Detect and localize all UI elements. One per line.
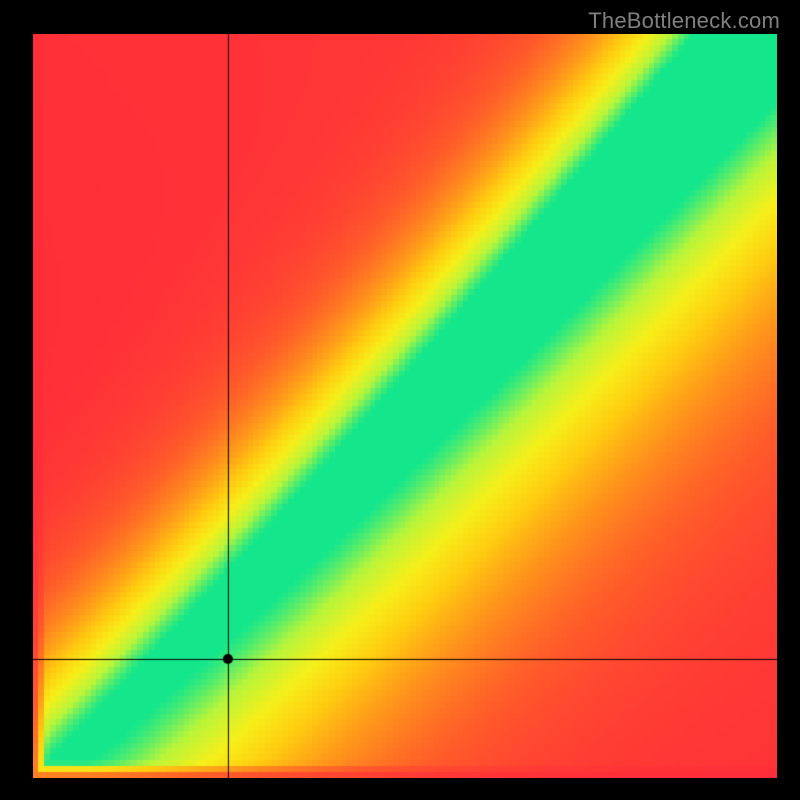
- watermark-text: TheBottleneck.com: [588, 8, 780, 34]
- bottleneck-heatmap: [33, 34, 777, 778]
